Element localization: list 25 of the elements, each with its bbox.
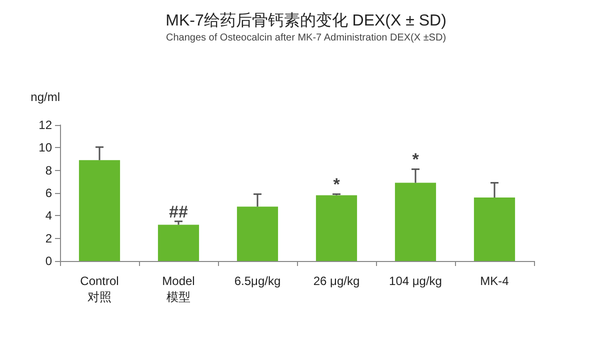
x-tick-label: 26 μg/kg xyxy=(313,274,360,288)
x-tick-label: Control 对照 xyxy=(80,274,119,304)
bar xyxy=(316,195,358,261)
bar xyxy=(474,198,516,261)
y-tick-label: 0 xyxy=(45,254,52,268)
x-tick-label: Model 模型 xyxy=(162,274,195,304)
y-tick-label: 4 xyxy=(45,208,52,223)
y-tick-label: 8 xyxy=(45,163,52,178)
x-tick-label: 6.5μg/kg xyxy=(234,274,281,288)
chart-subtitle: Changes of Osteocalcin after MK-7 Administration DEX(X ±SD) xyxy=(166,32,446,44)
y-tick-label: 6 xyxy=(45,186,52,200)
bar xyxy=(158,224,200,261)
y-axis-title: ng/ml xyxy=(30,90,60,104)
y-tick-label: 2 xyxy=(45,231,52,246)
chart-title: MK-7给药后骨钙素的变化 DEX(X ± SD) xyxy=(166,12,446,30)
x-tick-label: 104 μg/kg xyxy=(389,274,442,288)
bar xyxy=(394,182,436,261)
bar xyxy=(236,206,278,261)
annotation: * xyxy=(333,175,340,194)
bar xyxy=(78,160,120,261)
y-tick-label: 10 xyxy=(38,140,52,155)
annotation: * xyxy=(412,150,420,170)
x-tick-label: MK-4 xyxy=(480,274,510,288)
annotation: ## xyxy=(169,202,188,222)
y-tick-label: 12 xyxy=(38,118,52,132)
